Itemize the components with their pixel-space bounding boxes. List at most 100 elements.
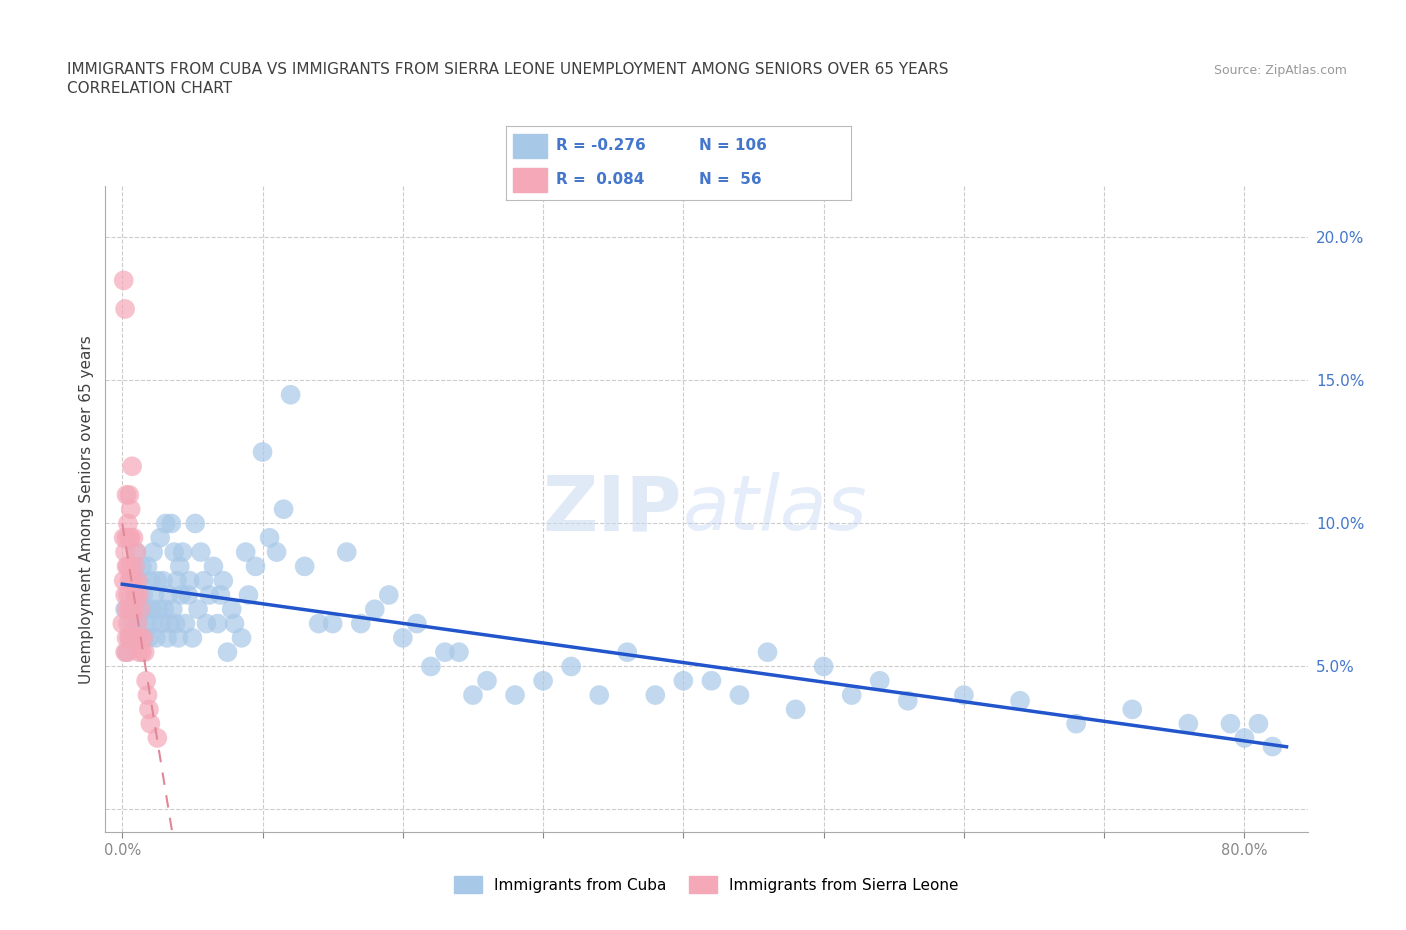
Point (308, 617, 330, 631)
Point (195, 617, 218, 631)
Point (336, 545, 359, 560)
Point (392, 631, 415, 645)
Point (124, 559, 146, 574)
Point (136, 687, 159, 702)
Point (121, 458, 143, 473)
Point (209, 588, 232, 603)
Point (125, 588, 148, 603)
Point (117, 617, 139, 631)
Point (115, 530, 138, 545)
Point (118, 631, 141, 645)
Point (447, 644, 470, 659)
Point (118, 631, 141, 645)
Point (139, 716, 162, 731)
Point (114, 588, 136, 603)
Point (118, 530, 141, 545)
Point (141, 602, 163, 617)
Point (143, 588, 166, 603)
Point (184, 516, 207, 531)
Point (231, 631, 253, 645)
Point (122, 631, 145, 645)
Text: atlas: atlas (682, 472, 868, 546)
Point (127, 617, 149, 631)
Point (869, 673, 891, 688)
Point (146, 731, 169, 746)
Point (120, 530, 142, 545)
Point (1233, 731, 1256, 746)
Point (350, 617, 373, 631)
Point (169, 559, 191, 574)
Point (364, 602, 387, 617)
Point (616, 644, 638, 659)
Point (187, 602, 209, 617)
Point (207, 617, 229, 631)
Point (125, 545, 148, 560)
Point (112, 530, 135, 545)
Point (145, 631, 167, 645)
Point (128, 573, 150, 588)
Text: R =  0.084: R = 0.084 (557, 172, 644, 187)
Point (124, 588, 146, 603)
Point (560, 659, 582, 674)
Point (179, 573, 201, 588)
Point (217, 644, 239, 659)
Point (122, 573, 145, 588)
Point (115, 602, 138, 617)
Point (127, 617, 149, 631)
Point (1247, 716, 1270, 731)
Point (475, 673, 498, 688)
Point (115, 631, 138, 645)
Point (139, 573, 162, 588)
Point (112, 272, 135, 287)
Point (114, 644, 136, 659)
Point (378, 588, 401, 603)
Point (159, 617, 181, 631)
Point (122, 602, 145, 617)
Point (166, 573, 188, 588)
Point (121, 573, 143, 588)
Point (124, 588, 146, 603)
Point (235, 545, 257, 560)
Point (132, 631, 155, 645)
Point (167, 631, 190, 645)
Point (728, 687, 751, 702)
Point (132, 631, 155, 645)
Point (112, 573, 135, 588)
Bar (513, 168, 547, 192)
Point (135, 673, 157, 688)
Point (136, 559, 159, 574)
Point (163, 545, 186, 560)
Y-axis label: Unemployment Among Seniors over 65 years: Unemployment Among Seniors over 65 years (79, 335, 94, 684)
Bar (513, 134, 547, 157)
Point (419, 659, 441, 674)
Text: R = -0.276: R = -0.276 (557, 139, 645, 153)
Point (111, 617, 134, 631)
Point (1008, 694, 1031, 709)
Point (672, 673, 695, 688)
Point (131, 644, 153, 659)
Point (181, 631, 204, 645)
Point (138, 702, 160, 717)
Point (128, 588, 150, 603)
Point (172, 545, 194, 560)
Point (121, 602, 143, 617)
Point (117, 588, 139, 603)
Point (461, 687, 484, 702)
Point (953, 687, 976, 702)
Point (280, 387, 302, 402)
Point (897, 694, 920, 709)
Point (142, 545, 165, 560)
Point (212, 573, 235, 588)
Point (813, 659, 835, 674)
Text: Source: ZipAtlas.com: Source: ZipAtlas.com (1213, 64, 1347, 77)
Point (153, 602, 176, 617)
Point (224, 617, 246, 631)
Point (125, 545, 148, 560)
Point (122, 530, 145, 545)
Point (138, 631, 160, 645)
Point (700, 673, 723, 688)
Point (118, 487, 141, 502)
Point (294, 559, 316, 574)
Point (245, 559, 267, 574)
Point (174, 617, 197, 631)
